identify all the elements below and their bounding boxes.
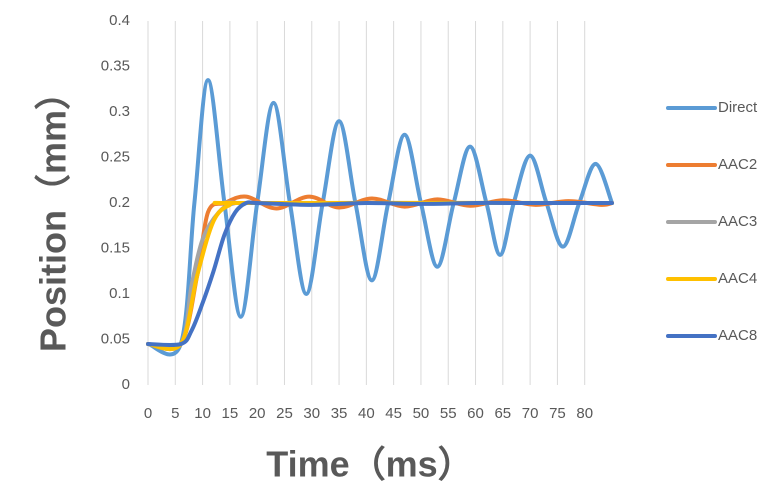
y-axis-title: Position（mm）	[33, 74, 74, 352]
x-axis-title: Time（ms）	[266, 444, 473, 485]
y-tick-label: 0.2	[109, 194, 130, 211]
y-tick-label: 0.4	[109, 12, 130, 29]
x-tick-label: 20	[249, 405, 266, 422]
line-series	[146, 200, 614, 348]
line-series	[146, 200, 614, 351]
y-tick-label: 0.1	[109, 285, 130, 302]
x-tick-label: 80	[576, 405, 593, 422]
y-tick-label: 0.25	[101, 148, 130, 165]
x-tick-label: 0	[144, 405, 152, 422]
x-tick-label: 10	[194, 405, 211, 422]
y-tick-label: 0	[122, 376, 130, 393]
x-tick-label: 15	[222, 405, 239, 422]
y-tick-label: 0.15	[101, 239, 130, 256]
x-tick-label: 75	[549, 405, 566, 422]
y-tick-label: 0.35	[101, 57, 130, 74]
x-tick-label: 55	[440, 405, 457, 422]
x-tick-label: 60	[467, 405, 484, 422]
line-series	[146, 200, 614, 352]
x-tick-label: 25	[276, 405, 293, 422]
x-tick-label: 5	[171, 405, 179, 422]
x-tick-label: 70	[522, 405, 539, 422]
line-series	[146, 194, 614, 352]
legend-label: AAC8	[718, 327, 757, 344]
x-tick-label: 40	[358, 405, 375, 422]
y-tick-label: 0.3	[109, 103, 130, 120]
legend-label: Direct	[718, 99, 758, 116]
x-tick-label: 45	[385, 405, 402, 422]
legend-label: AAC3	[718, 213, 757, 230]
x-tick-label: 65	[494, 405, 511, 422]
legend-label: AAC2	[718, 156, 757, 173]
legend-label: AAC4	[718, 270, 757, 287]
x-tick-label: 30	[303, 405, 320, 422]
x-tick-label: 35	[331, 405, 348, 422]
y-tick-label: 0.05	[101, 330, 130, 347]
x-tick-label: 50	[413, 405, 430, 422]
